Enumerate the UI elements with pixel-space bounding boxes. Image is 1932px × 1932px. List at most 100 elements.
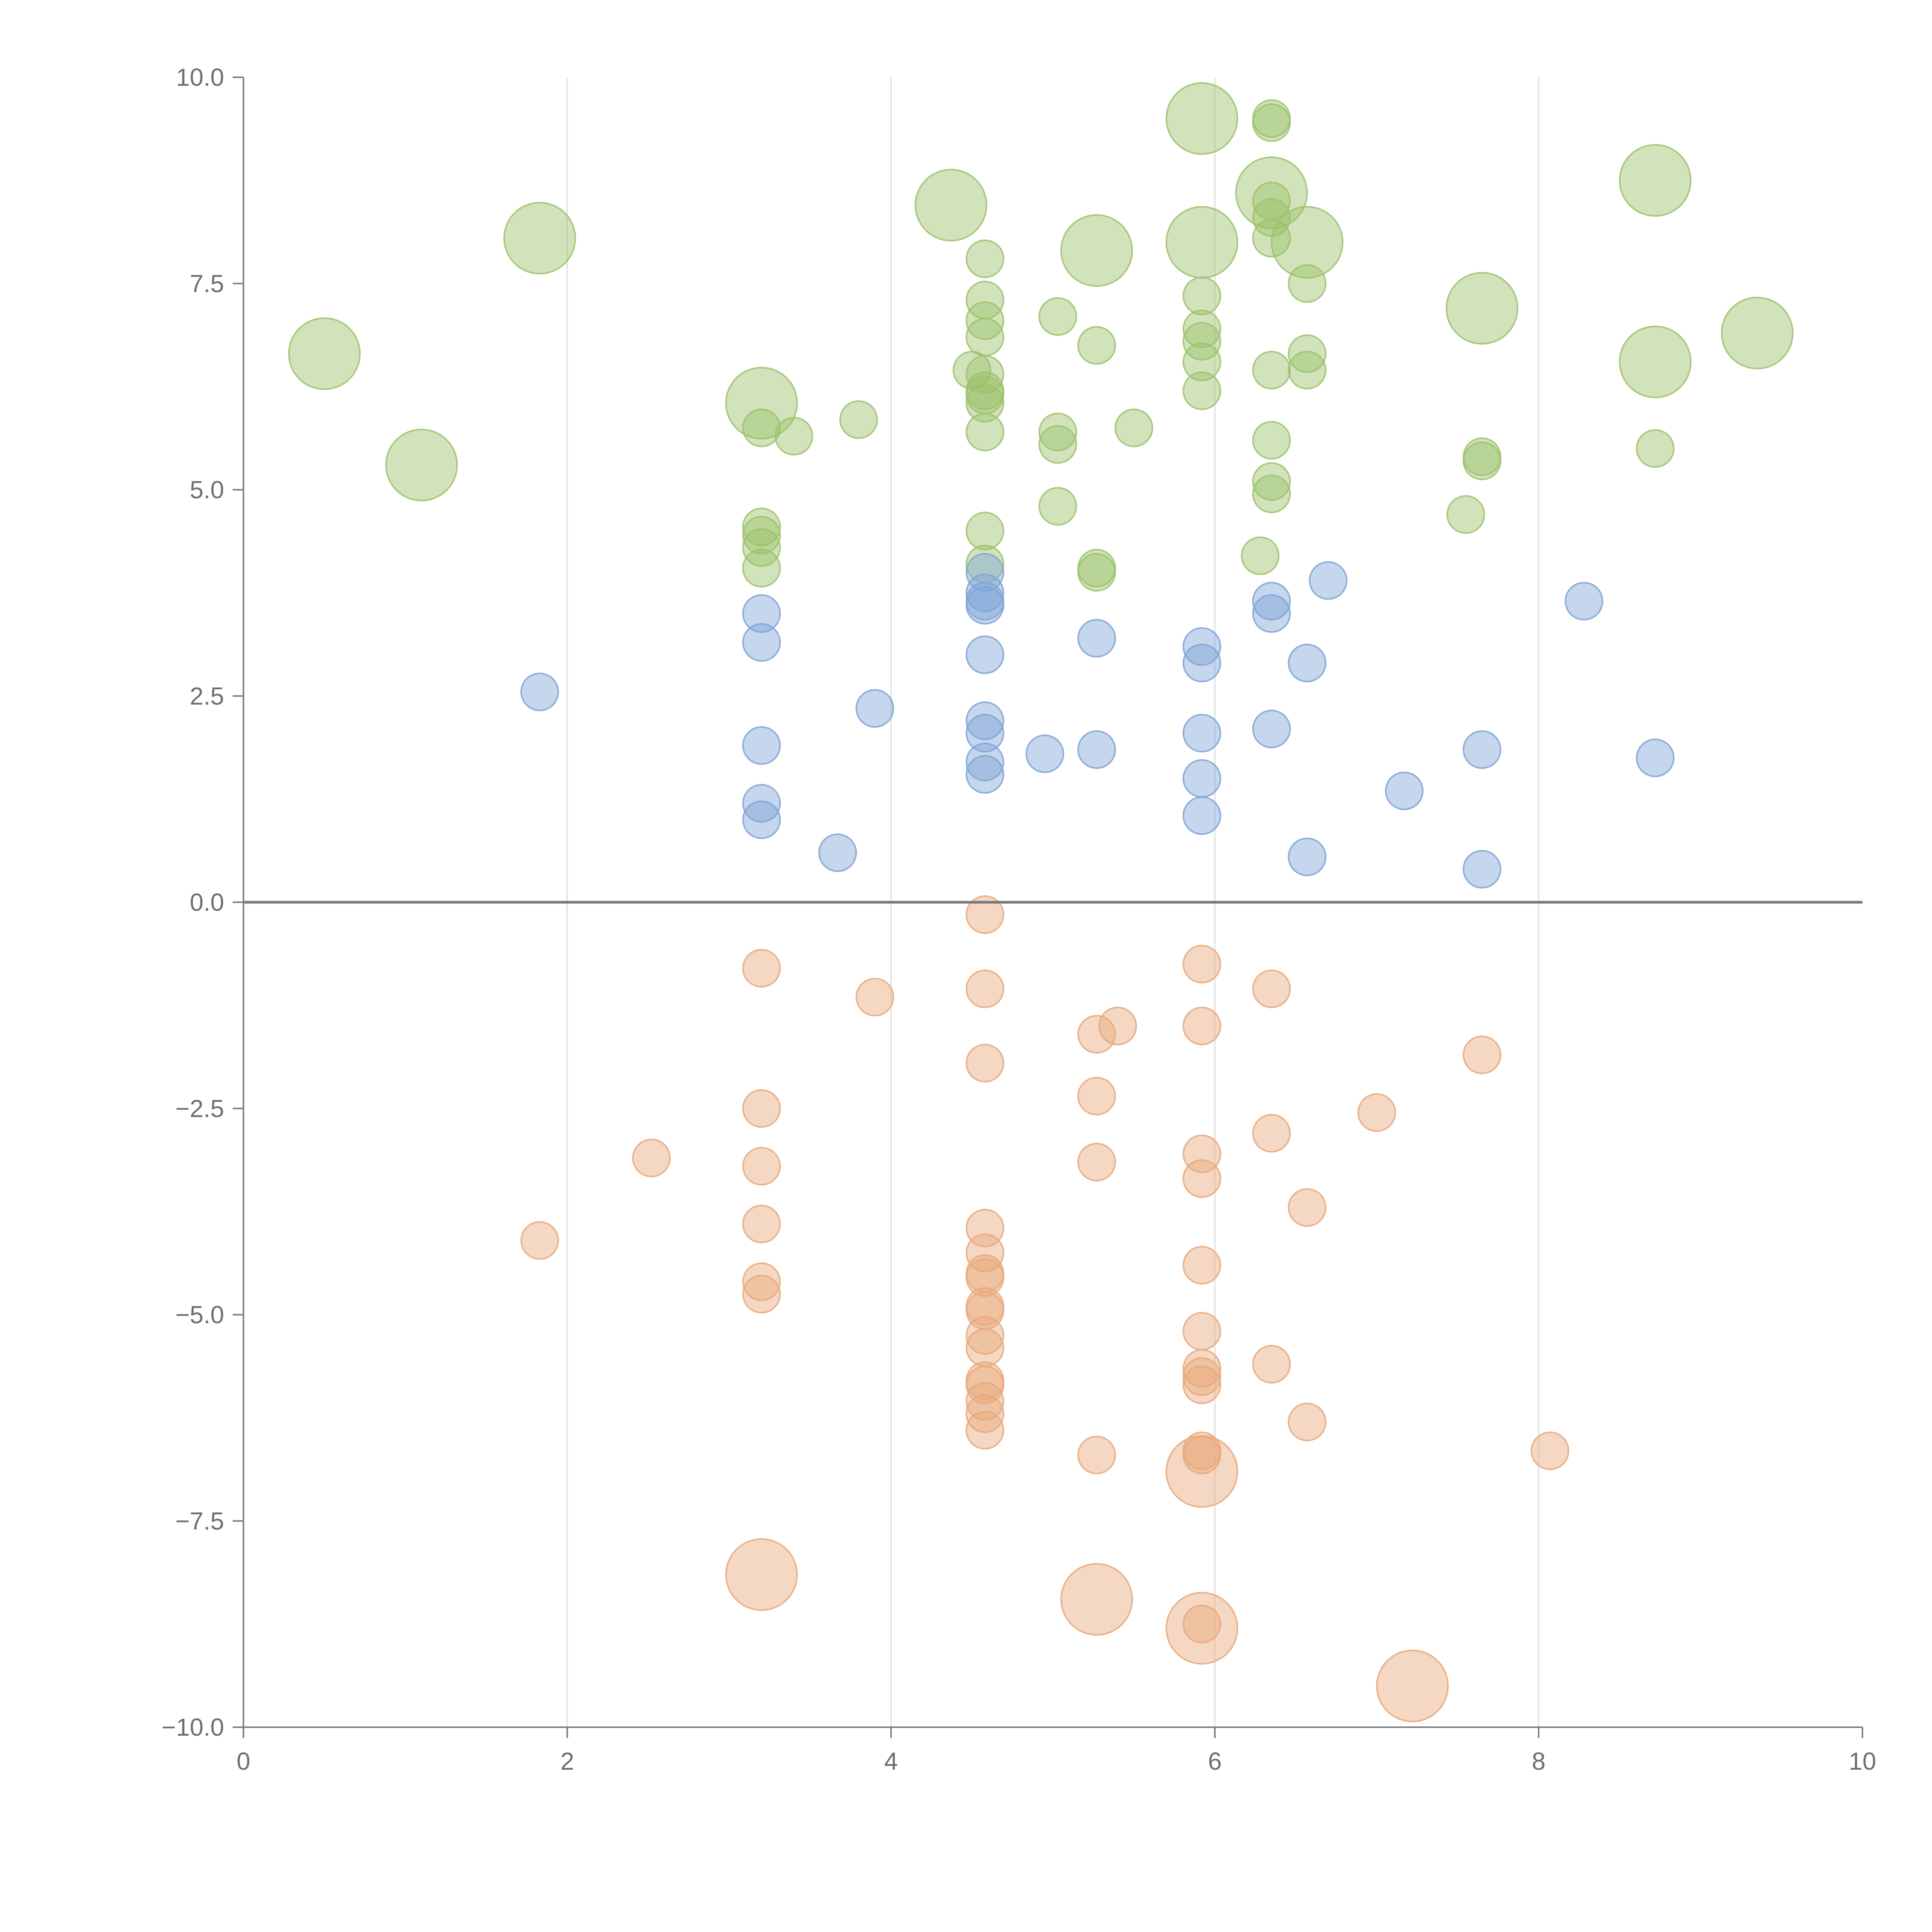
green-bubble-54 bbox=[1241, 536, 1280, 575]
orange-bubble-26 bbox=[1077, 1015, 1116, 1054]
green-bubble-47 bbox=[1287, 264, 1327, 303]
orange-bubble-47 bbox=[1252, 1114, 1291, 1153]
blue-bubble-9 bbox=[966, 573, 1005, 612]
orange-bubble-44 bbox=[1182, 1605, 1221, 1644]
green-bubble-48 bbox=[1287, 334, 1327, 373]
green-bubble-1 bbox=[385, 429, 458, 502]
orange-bubble-4 bbox=[742, 1147, 781, 1186]
orange-bubble-54 bbox=[1376, 1650, 1449, 1723]
green-bubble-52 bbox=[1252, 462, 1291, 501]
orange-bubble-11 bbox=[966, 969, 1005, 1009]
x-tick-label: 0 bbox=[236, 1747, 250, 1775]
y-tick-label: 0.0 bbox=[190, 888, 224, 916]
green-bubble-5 bbox=[774, 417, 813, 456]
blue-bubble-25 bbox=[1252, 582, 1291, 621]
orange-bubble-35 bbox=[1182, 1159, 1221, 1198]
blue-bubble-15 bbox=[966, 743, 1005, 782]
green-bubble-11 bbox=[915, 168, 988, 242]
green-bubble-49 bbox=[1287, 350, 1327, 389]
green-bubble-17 bbox=[966, 355, 1005, 394]
blue-bubble-20 bbox=[1182, 627, 1221, 666]
green-bubble-0 bbox=[288, 317, 361, 390]
orange-bubble-38 bbox=[1182, 1349, 1221, 1388]
x-tick-label: 8 bbox=[1532, 1747, 1546, 1775]
green-bubble-32 bbox=[1077, 553, 1116, 592]
orange-bubble-25 bbox=[966, 1411, 1005, 1450]
orange-bubble-46 bbox=[1252, 969, 1291, 1009]
orange-bubble-20 bbox=[966, 1328, 1005, 1367]
orange-bubble-24 bbox=[966, 1394, 1005, 1433]
blue-bubble-17 bbox=[1026, 734, 1065, 773]
orange-bubble-30 bbox=[1077, 1435, 1116, 1475]
green-bubble-9 bbox=[742, 528, 781, 567]
x-tick-label: 2 bbox=[560, 1747, 574, 1775]
green-bubble-50 bbox=[1252, 350, 1291, 389]
green-bubble-30 bbox=[1114, 408, 1153, 447]
orange-bubble-3 bbox=[742, 1089, 781, 1128]
blue-bubble-28 bbox=[1287, 643, 1327, 682]
green-bubble-8 bbox=[742, 515, 781, 554]
green-bubble-61 bbox=[1636, 429, 1675, 468]
orange-bubble-31 bbox=[1060, 1563, 1133, 1636]
green-bubble-12 bbox=[966, 239, 1005, 278]
x-axis-ticks: 0 2 4 6 8 10 bbox=[236, 1727, 1876, 1775]
green-bubble-6 bbox=[839, 400, 878, 439]
orange-bubble-27 bbox=[1098, 1007, 1137, 1046]
blue-bubble-24 bbox=[1182, 796, 1221, 835]
x-tick-label: 6 bbox=[1208, 1747, 1222, 1775]
orange-bubble-23 bbox=[966, 1382, 1005, 1421]
green-bubble-57 bbox=[1463, 441, 1502, 480]
blue-bubble-21 bbox=[1182, 643, 1221, 682]
blue-bubble-19 bbox=[1077, 730, 1116, 769]
orange-bubble-19 bbox=[966, 1316, 1005, 1355]
green-bubble-53 bbox=[1252, 474, 1291, 514]
orange-bubble-2 bbox=[742, 949, 781, 988]
blue-bubble-14 bbox=[966, 714, 1005, 753]
orange-bubble-5 bbox=[742, 1204, 781, 1243]
y-tick-label: −2.5 bbox=[175, 1095, 224, 1122]
green-bubble-34 bbox=[1165, 206, 1238, 279]
blue-bubble-34 bbox=[1565, 582, 1604, 621]
orange-bubble-28 bbox=[1077, 1077, 1116, 1116]
y-tick-label: −10.0 bbox=[162, 1713, 224, 1741]
green-bubble-10 bbox=[742, 549, 781, 588]
y-tick-label: −5.0 bbox=[175, 1301, 224, 1329]
blue-bubble-13 bbox=[966, 701, 1005, 740]
green-bubble-39 bbox=[1182, 371, 1221, 410]
orange-bubble-10 bbox=[966, 895, 1005, 934]
y-tick-label: 2.5 bbox=[190, 682, 224, 710]
blue-bubble-32 bbox=[1463, 730, 1502, 769]
blue-bubble-22 bbox=[1182, 714, 1221, 753]
orange-bubble-39 bbox=[1182, 1357, 1221, 1396]
green-bubble-33 bbox=[1165, 82, 1238, 155]
blue-bubble-11 bbox=[966, 586, 1005, 625]
orange-bubble-48 bbox=[1252, 1345, 1291, 1384]
green-bubble-7 bbox=[742, 507, 781, 546]
green-bubble-25 bbox=[1038, 413, 1077, 452]
blue-bubble-27 bbox=[1252, 709, 1291, 748]
green-bubble-55 bbox=[1446, 272, 1519, 345]
orange-bubble-7 bbox=[742, 1275, 781, 1314]
orange-bubble-40 bbox=[1182, 1365, 1221, 1404]
orange-bubble-49 bbox=[1287, 1188, 1327, 1227]
blue-bubble-12 bbox=[966, 635, 1005, 674]
green-bubble-36 bbox=[1182, 310, 1221, 349]
green-bubble-28 bbox=[1060, 214, 1133, 287]
orange-bubble-12 bbox=[966, 1044, 1005, 1083]
blue-bubble-1 bbox=[742, 594, 781, 633]
blue-bubble-30 bbox=[1309, 561, 1348, 600]
blue-bubble-26 bbox=[1252, 594, 1291, 633]
green-bubble-24 bbox=[1038, 297, 1077, 336]
y-tick-label: −7.5 bbox=[175, 1507, 224, 1535]
blue-bubble-31 bbox=[1385, 771, 1424, 810]
green-bubble-46 bbox=[1270, 206, 1344, 279]
orange-bubble-32 bbox=[1182, 945, 1221, 984]
green-bubble-41 bbox=[1252, 103, 1291, 142]
orange-bubble-9 bbox=[855, 978, 895, 1017]
green-bubble-14 bbox=[966, 301, 1005, 340]
green-bubble-15 bbox=[966, 318, 1005, 357]
orange-bubble-51 bbox=[1357, 1093, 1396, 1132]
orange-bubble-43 bbox=[1165, 1435, 1238, 1508]
green-bubble-27 bbox=[1038, 487, 1077, 526]
